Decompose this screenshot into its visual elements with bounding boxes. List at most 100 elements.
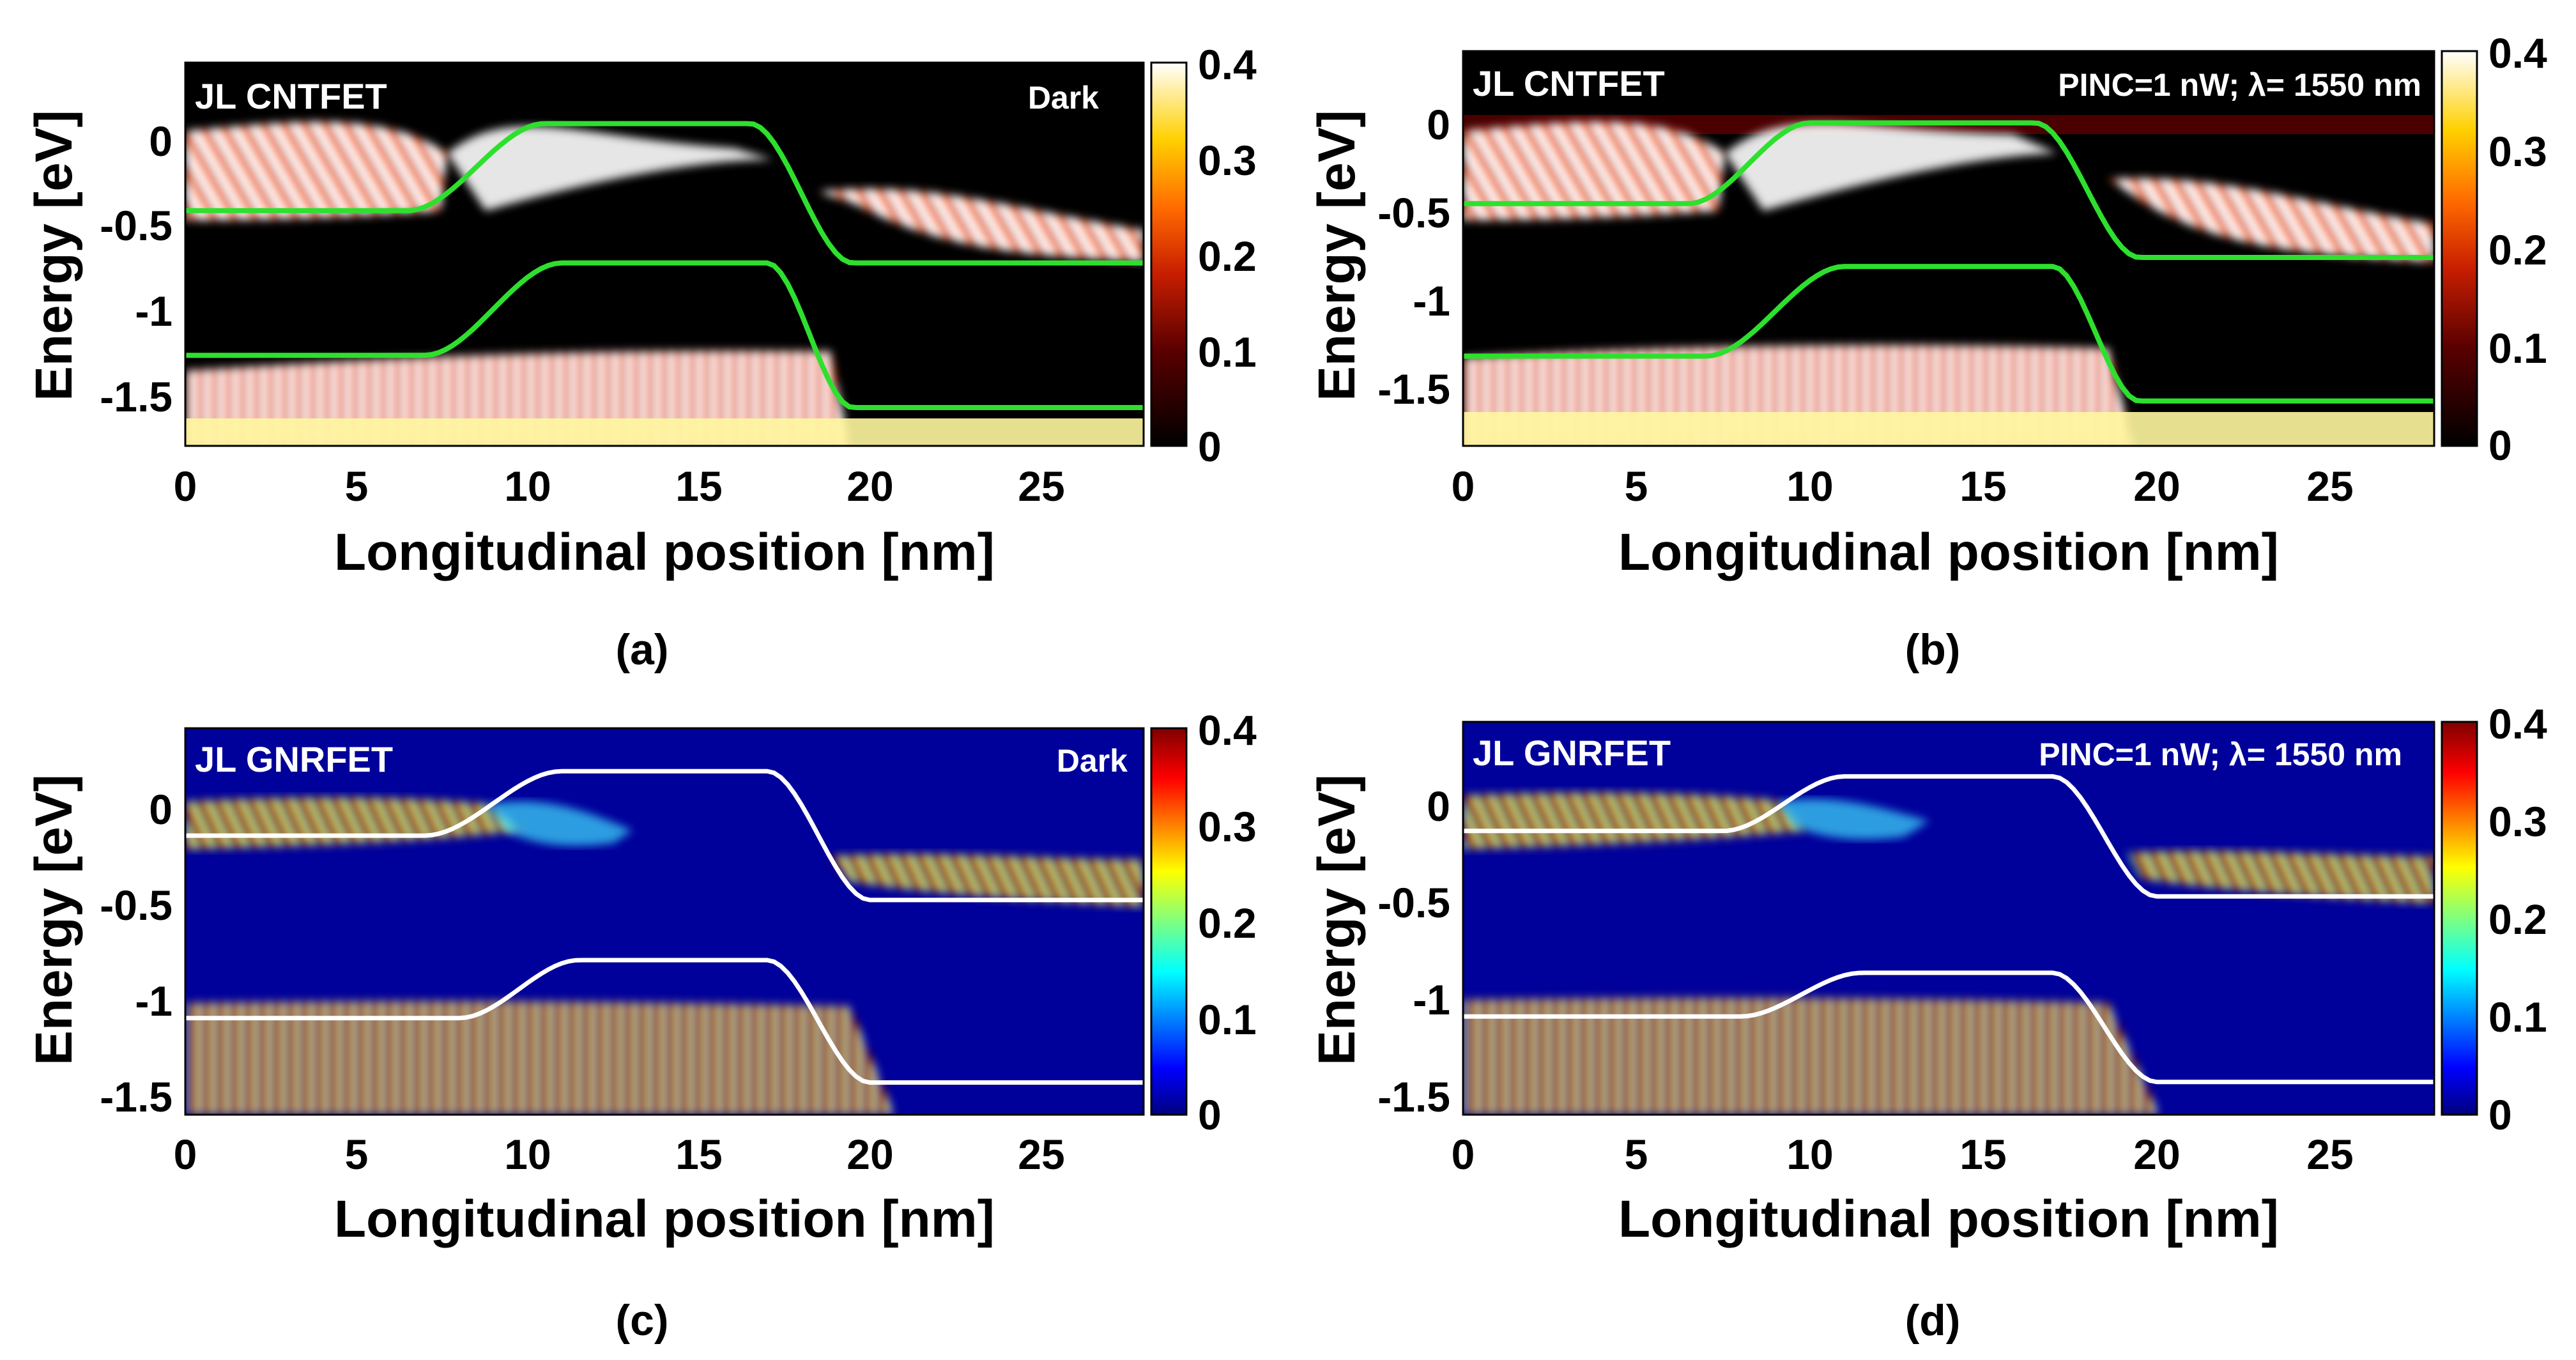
colorbar-tick: 0 — [2488, 1091, 2512, 1138]
heatmap-b — [1463, 51, 2434, 446]
colorbar-tick: 0.3 — [1198, 803, 1257, 850]
y-axis-label: Energy [eV] — [25, 110, 83, 401]
x-tick-label: 20 — [847, 462, 893, 510]
conduction-band-line — [1463, 120, 2434, 260]
x-tick-label: 15 — [1959, 1131, 2006, 1178]
colorbar-tick: 0.1 — [2488, 325, 2547, 372]
x-axis-label: Longitudinal position [nm] — [334, 1190, 995, 1248]
colorbar-tick: 0.3 — [2488, 798, 2547, 845]
colorbar-tick: 0.2 — [1198, 233, 1257, 280]
x-ticks: 0 5 10 15 20 25 — [174, 1131, 1065, 1178]
conduction-band-line — [1463, 774, 2434, 899]
x-tick-label: 20 — [2133, 1131, 2180, 1178]
x-tick-label: 10 — [504, 462, 551, 510]
colorbar-tick: 0.1 — [1198, 328, 1257, 376]
x-tick-label: 10 — [504, 1131, 551, 1178]
conduction-band-line — [185, 768, 1144, 903]
x-tick-label: 0 — [1452, 462, 1475, 510]
x-tick-label: 5 — [345, 1131, 369, 1178]
y-ticks: 0 -0.5 -1 -1.5 — [100, 786, 172, 1120]
panel-a: JL CNTFET Dark 0 -0.5 -1 -1.5 0 5 10 15 … — [25, 41, 1257, 674]
condition-label: PINC=1 nW; λ= 1550 nm — [2039, 737, 2402, 772]
x-tick-label: 10 — [1786, 462, 1833, 510]
x-tick-label: 0 — [174, 1131, 197, 1178]
y-tick-label: -1 — [135, 977, 172, 1025]
panel-b: JL CNTFET PINC=1 nW; λ= 1550 nm 0 -0.5 -… — [1308, 29, 2547, 674]
device-label: JL GNRFET — [1473, 733, 1671, 773]
colorbar-tick: 0.2 — [1198, 899, 1257, 947]
y-tick-label: -1.5 — [1377, 1073, 1450, 1120]
panel-caption: (d) — [1905, 1296, 1961, 1345]
colorbar-tick: 0.4 — [2488, 700, 2547, 747]
x-tick-label: 20 — [847, 1131, 893, 1178]
heatmap-d — [1463, 722, 2434, 1115]
y-axis-label: Energy [eV] — [1308, 110, 1366, 401]
x-tick-label: 25 — [2306, 1131, 2353, 1178]
y-tick-label: -1.5 — [100, 1073, 172, 1120]
panel-c: JL GNRFET Dark 0 -0.5 -1 -1.5 0 5 10 15 … — [25, 707, 1257, 1345]
x-axis-label: Longitudinal position [nm] — [334, 523, 995, 581]
y-tick-label: -1.5 — [100, 373, 172, 420]
colorbar-tick: 0 — [1198, 423, 1222, 470]
panel-caption: (a) — [615, 625, 668, 674]
colorbar: 0.4 0.3 0.2 0.1 0 — [1150, 707, 1257, 1138]
device-label: JL CNTFET — [1473, 63, 1665, 103]
panel-d: JL GNRFET PINC=1 nW; λ= 1550 nm 0 -0.5 -… — [1308, 700, 2547, 1345]
x-tick-label: 15 — [675, 462, 722, 510]
device-label: JL CNTFET — [195, 76, 387, 116]
y-tick-label: 0 — [149, 786, 172, 833]
colorbar-tick: 0.1 — [1198, 996, 1257, 1043]
colorbar-tick: 0 — [1198, 1091, 1222, 1138]
colorbar-tick: 0.3 — [1198, 137, 1257, 184]
x-axis-label: Longitudinal position [nm] — [1618, 523, 2279, 581]
colorbar-tick: 0.2 — [2488, 896, 2547, 943]
conduction-band-line — [185, 121, 1144, 266]
y-tick-label: 0 — [1427, 101, 1450, 148]
x-axis-label: Longitudinal position [nm] — [1618, 1190, 2279, 1248]
valence-band-line — [185, 958, 1144, 1085]
colorbar-gradient — [1150, 61, 1188, 447]
plot-frame — [1462, 50, 2435, 447]
device-label: JL GNRFET — [195, 739, 393, 779]
colorbar-tick: 0.2 — [2488, 226, 2547, 273]
x-tick-label: 25 — [1018, 462, 1064, 510]
y-axis-label: Energy [eV] — [1308, 774, 1366, 1066]
x-tick-label: 5 — [1625, 1131, 1648, 1178]
x-tick-label: 15 — [675, 1131, 722, 1178]
x-tick-label: 5 — [1625, 462, 1648, 510]
y-tick-label: 0 — [1427, 783, 1450, 830]
x-tick-label: 25 — [1018, 1131, 1064, 1178]
colorbar-tick: 0 — [2488, 422, 2512, 469]
x-ticks: 0 5 10 15 20 25 — [174, 462, 1065, 510]
x-tick-label: 0 — [1452, 1131, 1475, 1178]
valence-band-line — [185, 260, 1144, 410]
plot-frame — [184, 61, 1145, 447]
x-tick-label: 25 — [2306, 462, 2353, 510]
colorbar-tick: 0.4 — [1198, 41, 1257, 88]
condition-label: Dark — [1057, 743, 1128, 779]
y-tick-label: -0.5 — [100, 882, 172, 929]
y-ticks: 0 -0.5 -1 -1.5 — [1377, 783, 1450, 1120]
x-tick-label: 5 — [345, 462, 369, 510]
y-tick-label: -0.5 — [1377, 879, 1450, 926]
heatmap-a — [185, 63, 1144, 446]
y-tick-label: -1 — [135, 287, 172, 335]
condition-label: Dark — [1028, 80, 1099, 116]
colorbar: 0.4 0.3 0.2 0.1 0 — [2441, 29, 2547, 469]
colorbar-tick: 0.3 — [2488, 128, 2547, 175]
x-ticks: 0 5 10 15 20 25 — [1452, 1131, 2354, 1178]
colorbar-gradient — [2441, 50, 2478, 447]
x-tick-label: 20 — [2133, 462, 2180, 510]
colorbar: 0.4 0.3 0.2 0.1 0 — [2441, 700, 2547, 1138]
colorbar: 0.4 0.3 0.2 0.1 0 — [1150, 41, 1257, 470]
condition-label: PINC=1 nW; λ= 1550 nm — [2058, 67, 2421, 103]
colorbar-gradient — [1150, 727, 1188, 1116]
valence-band-line — [1463, 970, 2434, 1085]
y-tick-label: -1 — [1413, 277, 1450, 325]
colorbar-tick: 0.4 — [2488, 29, 2547, 77]
y-tick-label: -0.5 — [1377, 189, 1450, 236]
y-ticks: 0 -0.5 -1 -1.5 — [100, 118, 172, 420]
x-ticks: 0 5 10 15 20 25 — [1452, 462, 2354, 510]
x-tick-label: 0 — [174, 462, 197, 510]
